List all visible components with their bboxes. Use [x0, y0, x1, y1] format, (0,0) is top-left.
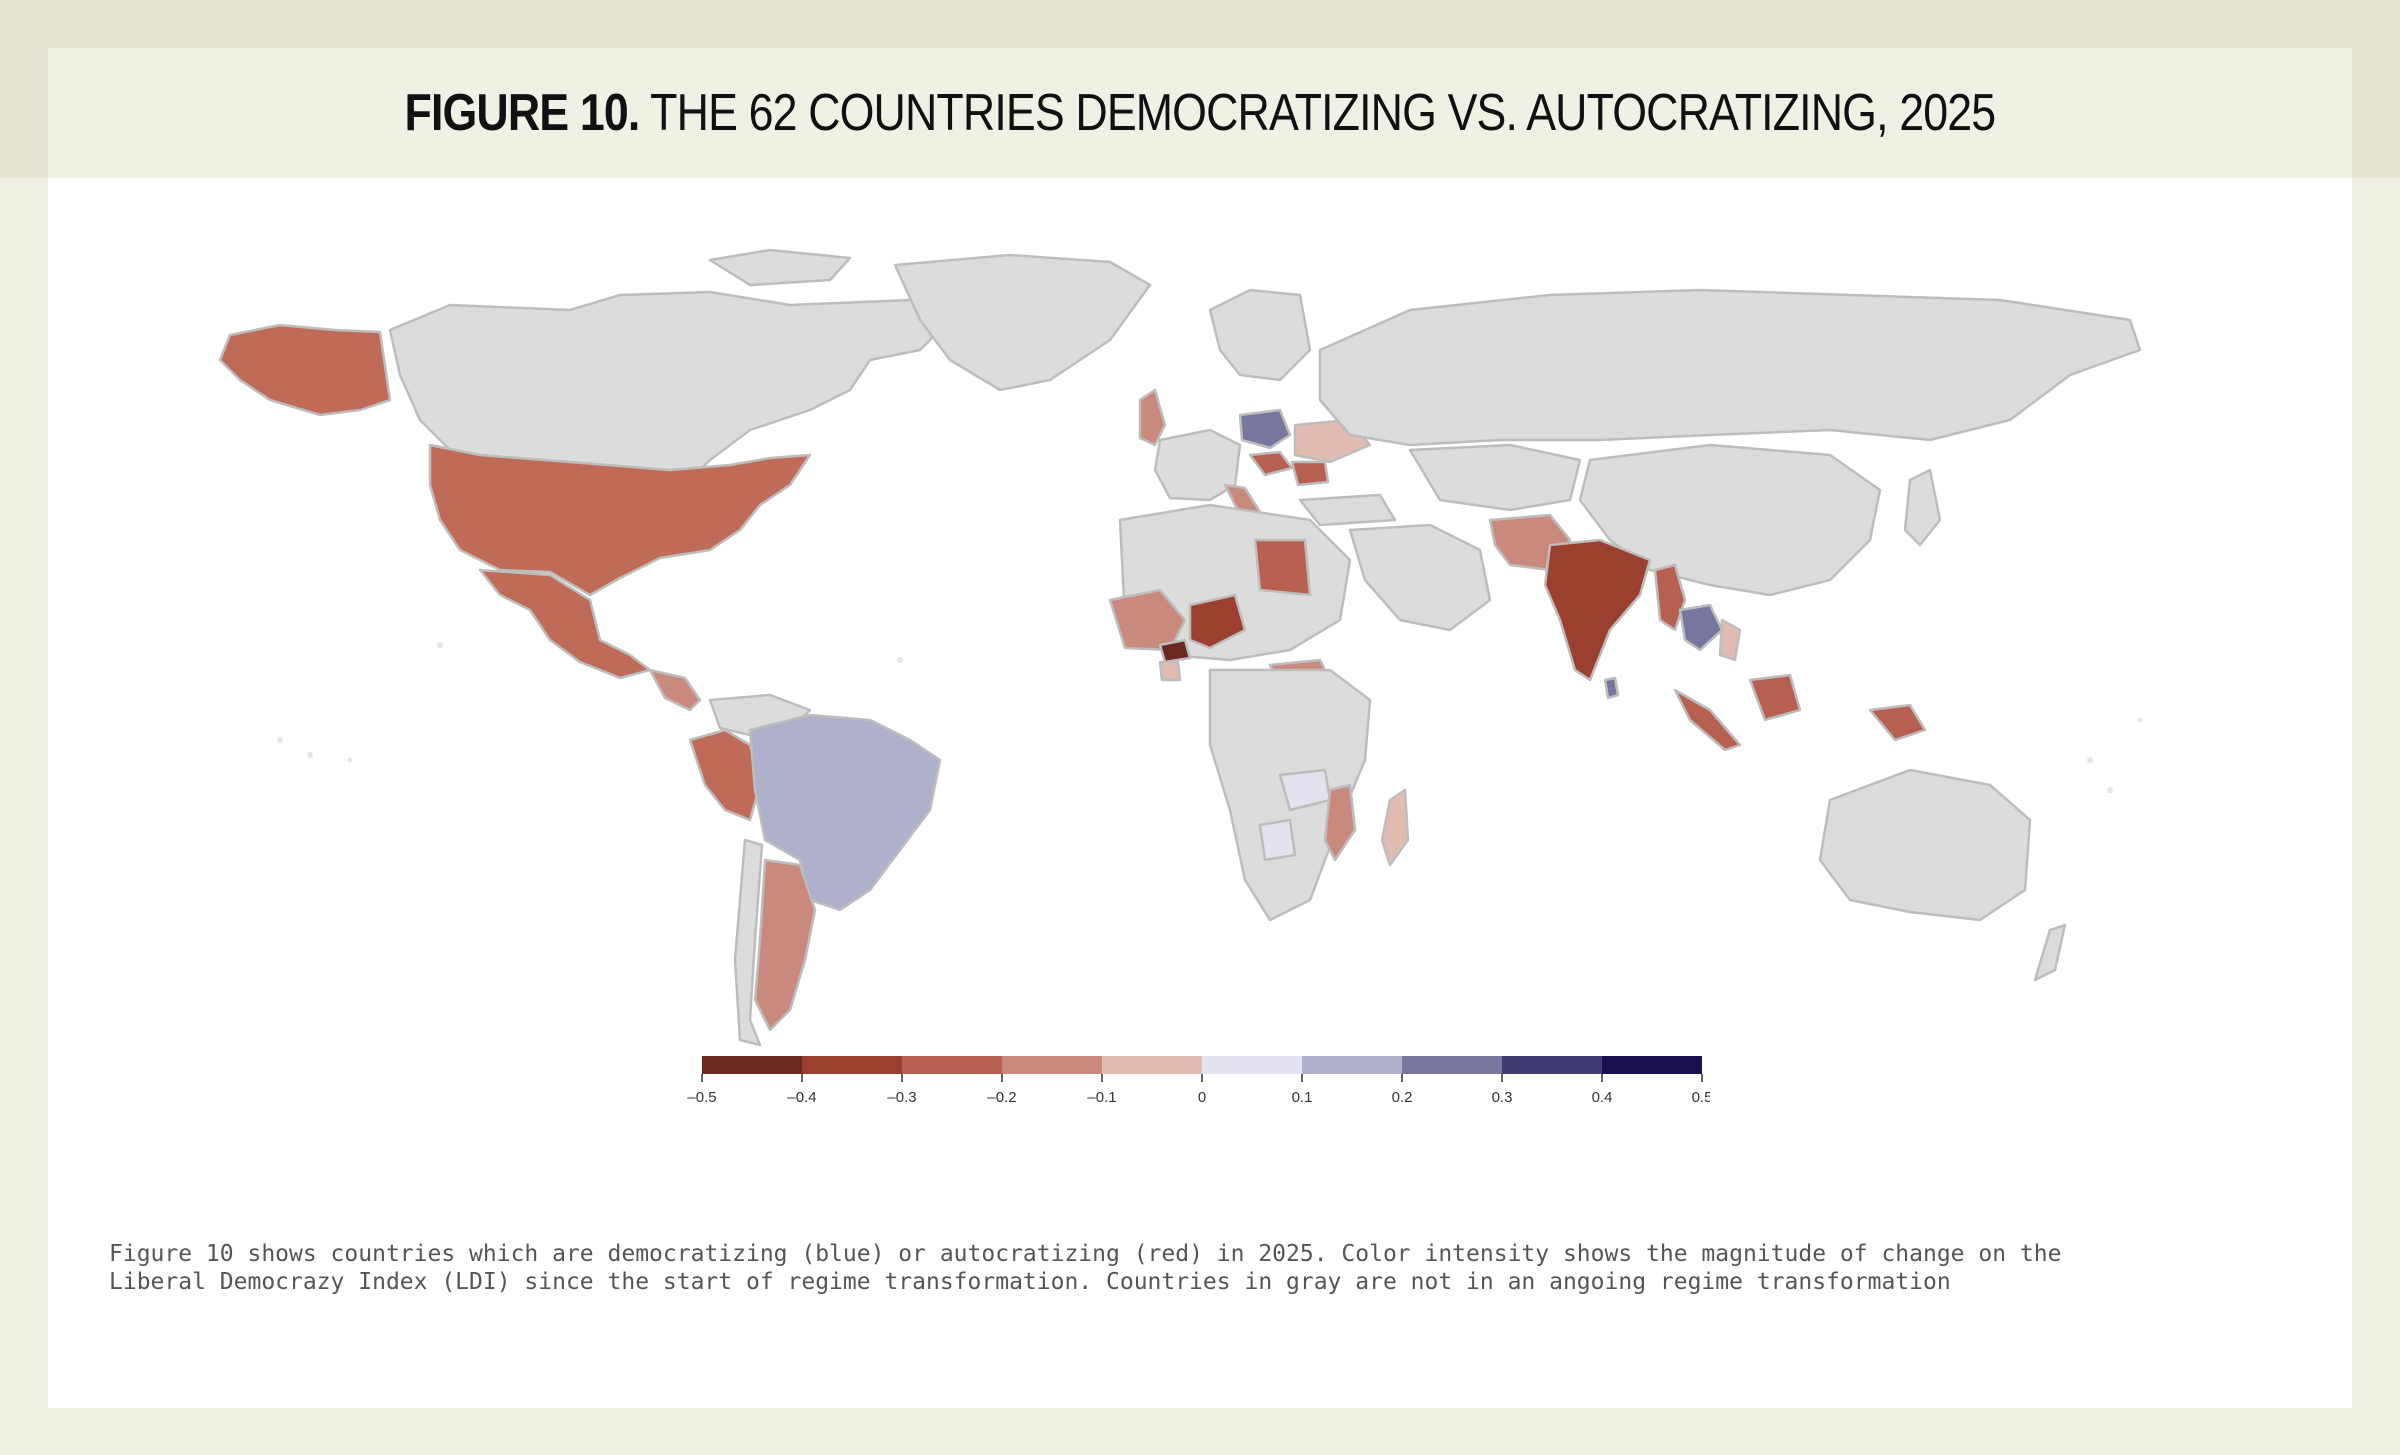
legend-tick-label: 0.2 [1392, 1089, 1413, 1106]
legend-bin-2 [902, 1056, 1002, 1074]
legend-tick-label: 0.5 [1692, 1089, 1710, 1106]
figure-title: FIGURE 10. THE 62 COUNTRIES DEMOCRATIZIN… [404, 83, 1997, 143]
sri-lanka [1603, 676, 1620, 700]
western-europe [1153, 428, 1242, 502]
legend-tick-label: –0.2 [987, 1089, 1016, 1106]
legend-tick-label: –0.1 [1087, 1089, 1116, 1106]
chile [733, 838, 764, 1047]
pacific-islands [277, 642, 2143, 793]
scandinavia [1208, 288, 1312, 382]
argentina [753, 858, 817, 1032]
legend-tick-label: 0.4 [1592, 1089, 1613, 1106]
japan [1903, 468, 1942, 547]
world-map [150, 200, 2200, 1080]
legend-bin-9 [1602, 1056, 1702, 1074]
romania [1290, 460, 1330, 487]
arctic-islands [708, 248, 852, 287]
indonesia-sumatra [1673, 688, 1742, 752]
usa [428, 443, 812, 597]
middle-east [1348, 523, 1492, 632]
turkey [1298, 493, 1397, 527]
legend-bin-1 [802, 1056, 902, 1074]
botswana [1258, 818, 1297, 862]
united-kingdom [1138, 388, 1167, 447]
madagascar [1380, 788, 1410, 867]
greenland [893, 253, 1152, 392]
indonesia-borneo [1748, 673, 1802, 722]
color-legend-svg: –0.5 –0.4 –0.3 –0.2 –0.1 0 0.1 0.2 0.3 0.4 0.5 [687, 1056, 1712, 1106]
caption-line-2: Liberal Democrazy Index (LDI) since the … [109, 1269, 1951, 1295]
title-bar: FIGURE 10. THE 62 COUNTRIES DEMOCRATIZIN… [48, 48, 2352, 178]
libya [1253, 538, 1312, 597]
legend-tick-label: 0.1 [1292, 1089, 1313, 1106]
mozambique [1323, 783, 1357, 862]
brazil [748, 713, 942, 912]
hungary-serbia [1248, 450, 1294, 477]
china [1578, 443, 1882, 597]
mexico [478, 568, 652, 680]
papua [1868, 703, 1927, 742]
legend-bin-8 [1502, 1056, 1602, 1074]
central-america [648, 668, 702, 712]
legend-tick-label: –0.5 [687, 1089, 716, 1106]
color-legend: –0.5 –0.4 –0.3 –0.2 –0.1 0 0.1 0.2 0.3 0.4 0.5 [650, 1056, 1712, 1116]
ghana-region [1158, 660, 1182, 682]
poland [1238, 408, 1292, 450]
legend-tick-label: 0 [1198, 1089, 1206, 1106]
world-map-svg [218, 248, 2143, 1047]
peru [688, 728, 762, 822]
niger [1188, 593, 1247, 650]
legend-tick-label: 0.3 [1492, 1089, 1513, 1106]
central-asia [1408, 443, 1582, 512]
legend-tick-label: –0.4 [787, 1089, 816, 1106]
legend-bin-4 [1102, 1056, 1202, 1074]
legend-bin-5 [1202, 1056, 1302, 1074]
legend-bin-0 [702, 1056, 802, 1074]
figure-title-text: THE 62 COUNTRIES DEMOCRATIZING VS. AUTOC… [650, 84, 1996, 142]
legend-bin-6 [1302, 1056, 1402, 1074]
figure-caption: Figure 10 shows countries which are demo… [109, 1240, 2259, 1296]
thailand-cambodia [1678, 603, 1724, 652]
caption-line-1: Figure 10 shows countries which are demo… [109, 1241, 2062, 1267]
alaska [218, 323, 392, 417]
figure-card: FIGURE 10. THE 62 COUNTRIES DEMOCRATIZIN… [48, 48, 2352, 1408]
india [1543, 538, 1652, 682]
legend-tick-label: –0.3 [887, 1089, 916, 1106]
mali-mauritania [1108, 588, 1187, 652]
legend-bin-3 [1002, 1056, 1102, 1074]
vietnam [1718, 618, 1742, 662]
burkina-faso [1158, 638, 1192, 664]
new-zealand [2033, 923, 2067, 982]
figure-label: FIGURE 10. [404, 84, 641, 142]
australia [1818, 768, 2032, 922]
russia [1318, 288, 2142, 447]
legend-bin-7 [1402, 1056, 1502, 1074]
